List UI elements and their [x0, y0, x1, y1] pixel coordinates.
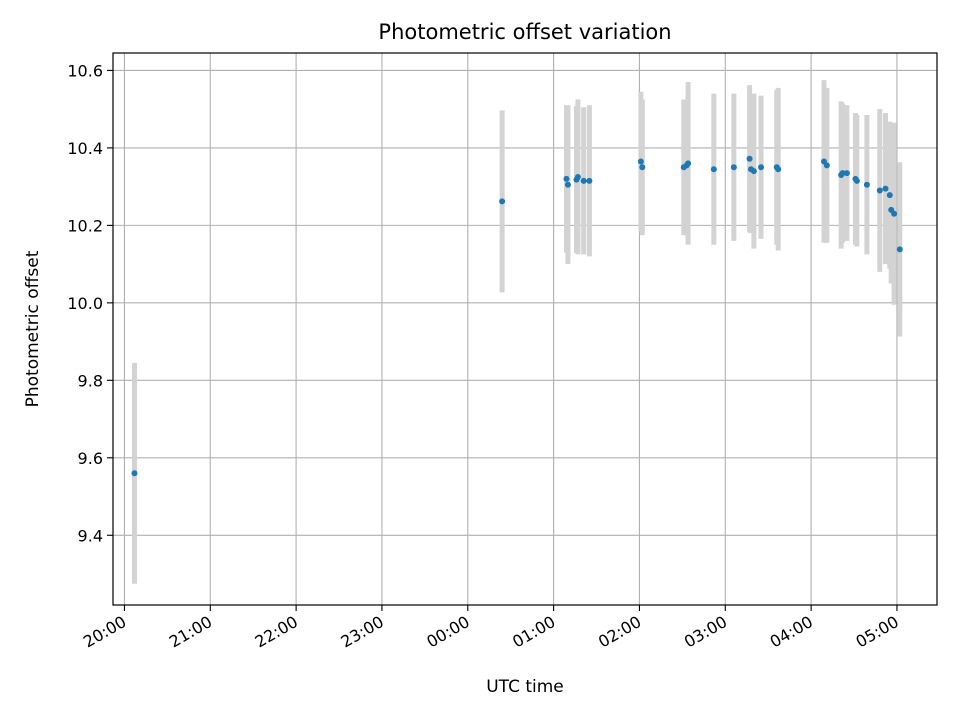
data-points: [131, 155, 903, 477]
y-tick-label: 10.4: [67, 139, 103, 158]
x-axis-ticks: 20:00 21:00 22:00 23:00 00:00 01:00 02:00 03:00…: [80, 605, 902, 652]
y-tick-label: 9.6: [78, 449, 103, 468]
x-tick-label: 20:00: [80, 612, 129, 652]
data-point: [580, 177, 587, 184]
y-axis-ticks: 9.4 9.6 9.8 10.0 10.2 10.4 10.6: [67, 61, 113, 545]
data-point: [876, 187, 883, 194]
x-axis-title: UTC time: [486, 677, 564, 697]
data-point: [131, 470, 138, 477]
x-tick-label: 02:00: [595, 612, 644, 652]
x-tick-label: 03:00: [681, 612, 730, 652]
y-tick-label: 10.0: [67, 294, 103, 313]
data-point: [563, 175, 570, 182]
y-tick-label: 10.2: [67, 216, 103, 235]
data-point: [896, 246, 903, 253]
data-point: [863, 181, 870, 188]
data-point: [564, 181, 571, 188]
x-tick-label: 23:00: [338, 612, 387, 652]
y-tick-label: 9.4: [78, 526, 103, 545]
y-axis-title: Photometric offset: [23, 250, 43, 407]
x-tick-label: 05:00: [853, 612, 902, 652]
data-point: [639, 164, 646, 171]
data-point: [710, 166, 717, 173]
x-tick-label: 04:00: [767, 612, 816, 652]
data-point: [758, 164, 765, 171]
chart-title: Photometric offset variation: [378, 20, 671, 44]
data-point: [853, 177, 860, 184]
y-tick-label: 9.8: [78, 371, 103, 390]
data-point: [750, 168, 757, 175]
data-point: [499, 198, 506, 205]
data-point: [823, 162, 830, 169]
data-point: [891, 210, 898, 217]
y-tick-label: 10.6: [67, 61, 103, 80]
data-point: [775, 166, 782, 173]
x-tick-label: 22:00: [252, 612, 301, 652]
data-point: [843, 170, 850, 177]
data-point: [882, 185, 889, 192]
x-tick-label: 21:00: [166, 612, 215, 652]
data-point: [586, 177, 593, 184]
data-point: [637, 158, 644, 165]
data-point: [746, 155, 753, 162]
data-point: [839, 170, 846, 177]
error-bars: [131, 80, 903, 584]
grid-lines: [113, 53, 937, 605]
data-point: [685, 160, 692, 167]
x-tick-label: 00:00: [423, 612, 472, 652]
data-point: [574, 173, 581, 180]
plot-frame: [112, 52, 938, 606]
x-tick-label: 01:00: [509, 612, 558, 652]
data-point: [886, 192, 893, 199]
data-point: [730, 164, 737, 171]
